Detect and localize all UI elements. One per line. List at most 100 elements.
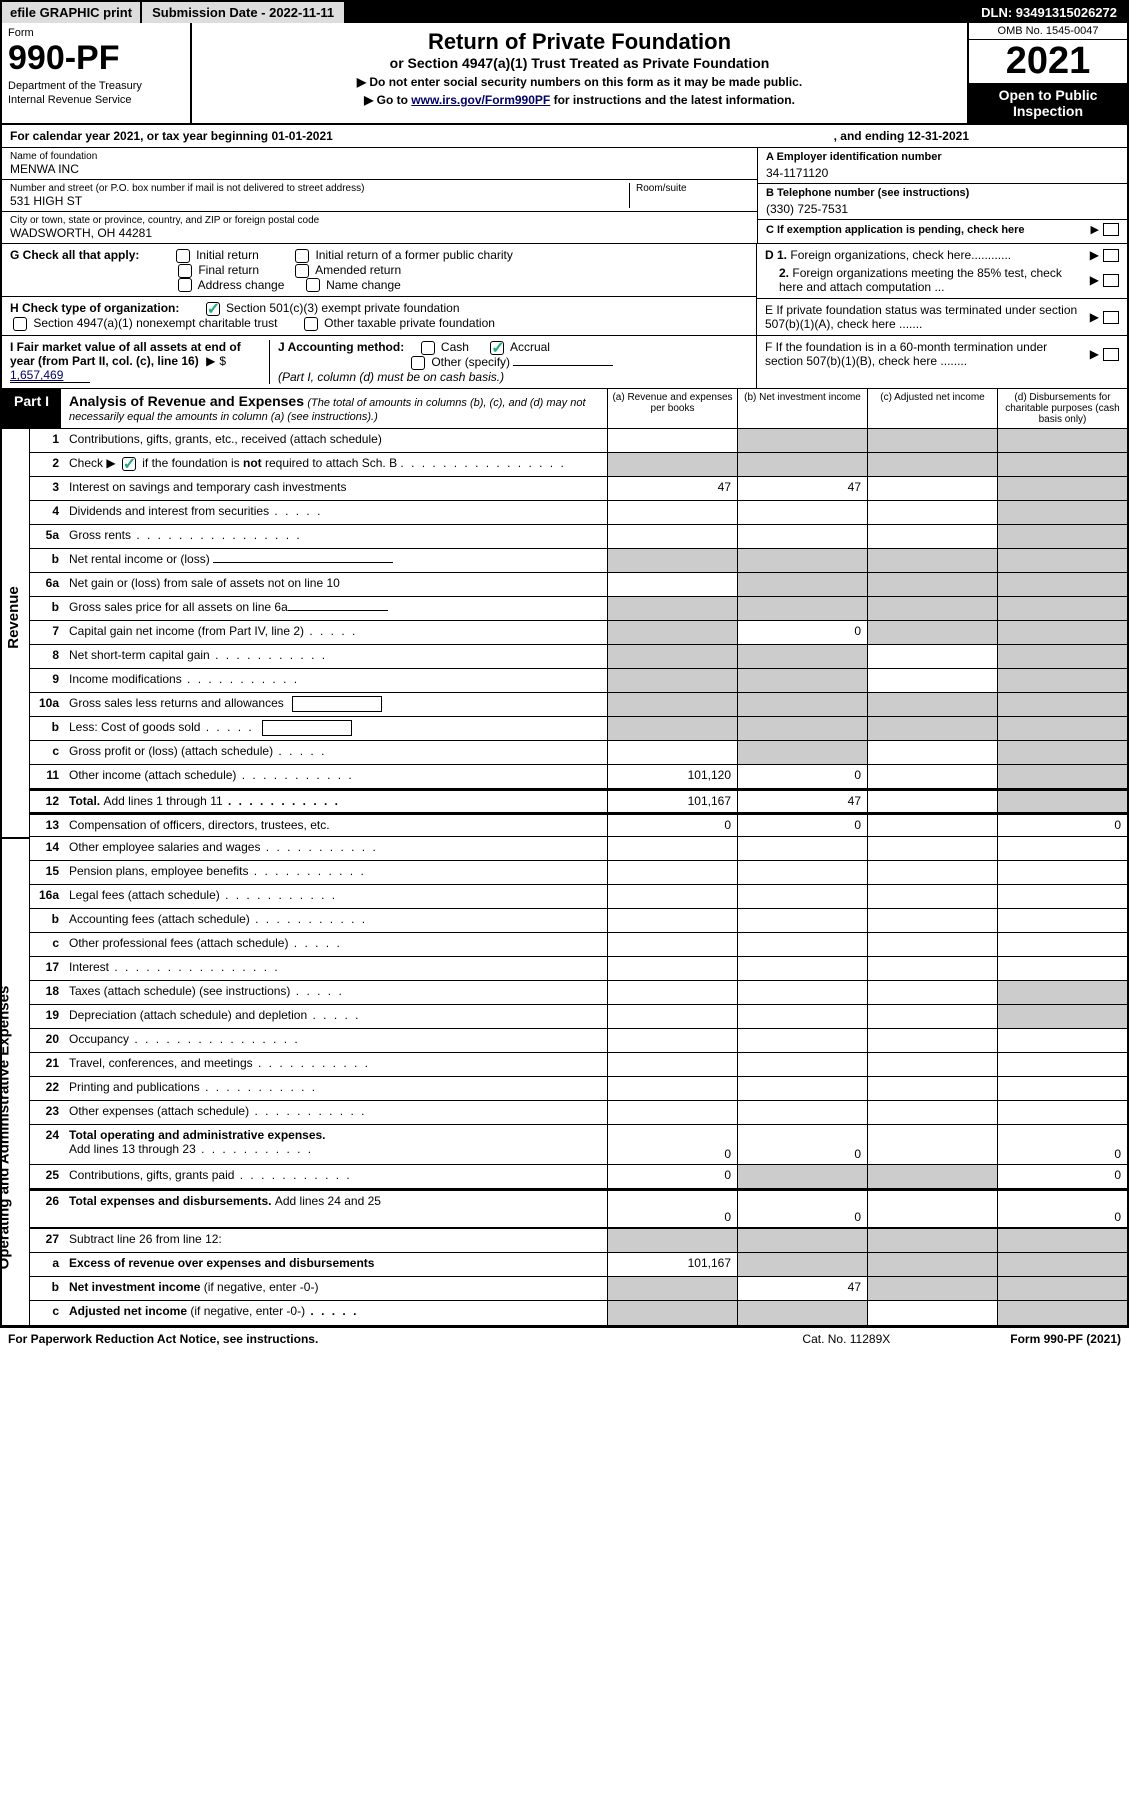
line-desc: Net rental income or (loss): [65, 549, 607, 572]
d2-checkbox[interactable]: [1103, 274, 1119, 287]
initial-former-checkbox[interactable]: [295, 249, 309, 263]
arrow-icon: ▶: [1090, 273, 1099, 287]
arrow-icon: ▶: [1090, 347, 1099, 361]
val-b: [737, 861, 867, 884]
form-number: 990-PF: [8, 39, 184, 78]
val-a: 101,120: [607, 765, 737, 788]
name-change-checkbox[interactable]: [306, 278, 320, 292]
val-c: [867, 429, 997, 452]
instr-post: for instructions and the latest informat…: [550, 93, 795, 107]
rental-income-field[interactable]: [213, 562, 393, 563]
gross-sales-box[interactable]: [292, 696, 382, 712]
line-16b: b Accounting fees (attach schedule): [30, 909, 1127, 933]
gross-sales-field[interactable]: [288, 610, 388, 611]
val-b: [737, 1301, 867, 1325]
dots: [131, 528, 302, 542]
h-opt-2: Other taxable private foundation: [324, 316, 495, 330]
final-return-checkbox[interactable]: [178, 264, 192, 278]
val-c: [867, 909, 997, 932]
address-change-checkbox[interactable]: [178, 278, 192, 292]
instructions-link[interactable]: www.irs.gov/Form990PF: [411, 93, 550, 107]
line-desc: Total expenses and disbursements. Add li…: [65, 1191, 607, 1227]
revenue-label: Revenue: [5, 586, 22, 649]
d2-text: Foreign organizations meeting the 85% te…: [779, 266, 1062, 294]
val-b: [737, 645, 867, 668]
line-22: 22 Printing and publications: [30, 1077, 1127, 1101]
c-checkbox[interactable]: [1103, 223, 1119, 236]
other-method-checkbox[interactable]: [411, 356, 425, 370]
line-desc: Other professional fees (attach schedule…: [65, 933, 607, 956]
line-desc: Excess of revenue over expenses and disb…: [65, 1253, 607, 1276]
paperwork-notice: For Paperwork Reduction Act Notice, see …: [8, 1332, 318, 1346]
line-num: 13: [30, 815, 65, 836]
dots: [249, 1104, 366, 1118]
d1-checkbox[interactable]: [1103, 249, 1119, 262]
g-opt-4: Address change: [198, 278, 285, 292]
val-b: [737, 981, 867, 1004]
cash-checkbox[interactable]: [421, 341, 435, 355]
val-b: [737, 1253, 867, 1276]
line-desc: Taxes (attach schedule) (see instruction…: [65, 981, 607, 1004]
line-desc: Other expenses (attach schedule): [65, 1101, 607, 1124]
val-a: [607, 1029, 737, 1052]
initial-return-checkbox[interactable]: [176, 249, 190, 263]
d1-text: Foreign organizations, check here.......…: [790, 248, 1011, 262]
val-a: [607, 693, 737, 716]
line-25: 25 Contributions, gifts, grants paid 0 0: [30, 1165, 1127, 1189]
line-num: b: [30, 909, 65, 932]
catalog-number: Cat. No. 11289X: [802, 1332, 890, 1346]
amended-return-checkbox[interactable]: [295, 264, 309, 278]
fmv-value[interactable]: 1,657,469: [10, 368, 90, 383]
line-desc: Check ▶ if the foundation is not require…: [65, 453, 607, 476]
line-desc: Occupancy: [65, 1029, 607, 1052]
f-row: F If the foundation is in a 60-month ter…: [757, 336, 1127, 372]
city-label: City or town, state or province, country…: [10, 215, 749, 226]
val-d: [997, 717, 1127, 740]
4947-checkbox[interactable]: [13, 317, 27, 331]
line-5a: 5a Gross rents: [30, 525, 1127, 549]
line-8: 8 Net short-term capital gain: [30, 645, 1127, 669]
check-section: G Check all that apply: Initial return I…: [2, 244, 1127, 388]
line-desc: Total operating and administrative expen…: [65, 1125, 607, 1164]
line-num: 19: [30, 1005, 65, 1028]
val-a: 47: [607, 477, 737, 500]
val-d: [997, 1101, 1127, 1124]
val-c: [867, 837, 997, 860]
line-desc: Legal fees (attach schedule): [65, 885, 607, 908]
f-checkbox[interactable]: [1103, 348, 1119, 361]
efile-print-button[interactable]: efile GRAPHIC print: [2, 2, 142, 23]
cogs-box[interactable]: [262, 720, 352, 736]
other-specify-field[interactable]: [513, 365, 613, 366]
val-a: [607, 429, 737, 452]
line-desc: Travel, conferences, and meetings: [65, 1053, 607, 1076]
val-c: [867, 549, 997, 572]
line-num: b: [30, 549, 65, 572]
val-c: [867, 885, 997, 908]
val-c: [867, 693, 997, 716]
accrual-checkbox[interactable]: [490, 341, 504, 355]
arrow-icon: ▶: [1090, 248, 1099, 262]
open-public-badge: Open to Public Inspection: [969, 83, 1127, 123]
dots: [250, 912, 367, 926]
501c3-checkbox[interactable]: [206, 302, 220, 316]
arrow-icon: ▶: [1090, 310, 1099, 324]
val-c: [867, 765, 997, 788]
other-taxable-checkbox[interactable]: [304, 317, 318, 331]
dots: [210, 648, 327, 662]
omb-number: OMB No. 1545-0047: [969, 23, 1127, 40]
line-18: 18 Taxes (attach schedule) (see instruct…: [30, 981, 1127, 1005]
line-desc: Gross rents: [65, 525, 607, 548]
street-address: 531 HIGH ST: [10, 194, 629, 208]
val-c: [867, 1253, 997, 1276]
val-c: [867, 453, 997, 476]
line-num: 27: [30, 1229, 65, 1252]
val-a: [607, 717, 737, 740]
val-b: [737, 957, 867, 980]
line-11: 11 Other income (attach schedule) 101,12…: [30, 765, 1127, 789]
part1-title: Analysis of Revenue and Expenses: [69, 393, 304, 409]
sch-b-checkbox[interactable]: [122, 457, 136, 471]
j-label: J Accounting method:: [278, 340, 404, 354]
val-d: [997, 645, 1127, 668]
e-checkbox[interactable]: [1103, 311, 1119, 324]
addr-label: Number and street (or P.O. box number if…: [10, 183, 629, 194]
